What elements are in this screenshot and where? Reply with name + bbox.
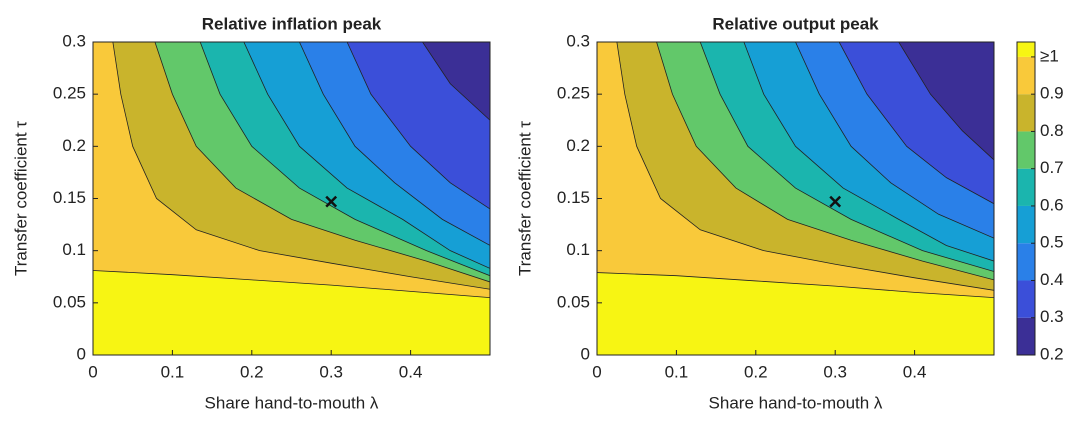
colorbar-tick-label: 0.2 bbox=[1040, 344, 1064, 363]
x-tick-label: 0.2 bbox=[744, 362, 768, 381]
y-axis-label: Transfer coefficient τ bbox=[515, 121, 534, 276]
y-tick-label: 0.05 bbox=[557, 292, 590, 311]
colorbar-band bbox=[1017, 317, 1035, 355]
contour-line bbox=[699, 42, 994, 272]
colorbar-band bbox=[1017, 42, 1035, 57]
colorbar-band bbox=[1017, 56, 1035, 95]
colorbar-band bbox=[1017, 243, 1035, 281]
colorbar-tick-label: 0.9 bbox=[1040, 84, 1064, 103]
y-tick-label: 0.15 bbox=[557, 188, 590, 207]
y-tick-label: 0.05 bbox=[53, 292, 86, 311]
y-tick-label: 0.1 bbox=[566, 240, 590, 259]
colorbar-tick-label: 0.7 bbox=[1040, 158, 1064, 177]
marker bbox=[829, 195, 842, 208]
contour-line bbox=[199, 42, 490, 277]
y-tick-label: 0.3 bbox=[62, 31, 86, 50]
y-tick-label: 0.15 bbox=[53, 188, 86, 207]
contour-line bbox=[422, 42, 490, 121]
y-tick-label: 0.2 bbox=[62, 136, 86, 155]
contour-line bbox=[743, 42, 994, 262]
contour-line bbox=[93, 270, 490, 299]
colorbar-tick-label: 0.6 bbox=[1040, 195, 1064, 214]
y-tick-label: 0.25 bbox=[53, 84, 86, 103]
x-tick-label: 0.3 bbox=[319, 362, 343, 381]
colorbar-band bbox=[1017, 131, 1035, 169]
y-axis-label: Transfer coefficient τ bbox=[11, 121, 30, 276]
plot-area bbox=[93, 42, 490, 355]
y-tick-label: 0.25 bbox=[557, 84, 590, 103]
contour-line bbox=[299, 42, 490, 246]
colorbar-tick-label: 0.5 bbox=[1040, 233, 1064, 252]
colorbar-band bbox=[1017, 205, 1035, 244]
x-tick-label: 0 bbox=[592, 362, 601, 381]
plot-area bbox=[597, 42, 994, 355]
x-axis-label: Share hand-to-mouth λ bbox=[205, 393, 379, 412]
y-tick-label: 0.2 bbox=[566, 136, 590, 155]
x-tick-label: 0.1 bbox=[665, 362, 689, 381]
colorbar-band bbox=[1017, 168, 1035, 206]
x-tick-label: 0.1 bbox=[161, 362, 185, 381]
x-axis-label: Share hand-to-mouth λ bbox=[709, 393, 883, 412]
contour-line bbox=[154, 42, 490, 283]
y-tick-label: 0 bbox=[77, 344, 86, 363]
marker bbox=[325, 195, 338, 208]
contour-line bbox=[795, 42, 994, 239]
contour-line bbox=[898, 42, 994, 161]
x-tick-label: 0 bbox=[88, 362, 97, 381]
colorbar-band bbox=[1017, 94, 1035, 132]
contour-line bbox=[346, 42, 490, 210]
x-tick-label: 0.3 bbox=[823, 362, 847, 381]
chart-title: Relative inflation peak bbox=[202, 14, 382, 33]
colorbar-tick-label: 0.3 bbox=[1040, 307, 1064, 326]
contour-line bbox=[597, 272, 994, 299]
contour-line bbox=[243, 42, 490, 269]
colorbar-band bbox=[1017, 280, 1035, 318]
colorbar-tick-label: 0.4 bbox=[1040, 270, 1064, 289]
colorbar-tick-label: ≥1 bbox=[1040, 46, 1059, 65]
y-tick-label: 0.1 bbox=[62, 240, 86, 259]
contour-line bbox=[616, 42, 994, 291]
colorbar-tick-label: 0.8 bbox=[1040, 121, 1064, 140]
x-tick-label: 0.2 bbox=[240, 362, 264, 381]
chart-title: Relative output peak bbox=[712, 14, 879, 33]
x-tick-label: 0.4 bbox=[399, 362, 423, 381]
y-tick-label: 0 bbox=[581, 344, 590, 363]
x-tick-label: 0.4 bbox=[903, 362, 927, 381]
contour-region bbox=[422, 42, 490, 121]
contour-line bbox=[112, 42, 490, 290]
colorbar-frame bbox=[1016, 41, 1036, 356]
contour-region bbox=[898, 42, 994, 160]
contour-line bbox=[656, 42, 994, 281]
y-tick-label: 0.3 bbox=[566, 31, 590, 50]
contour-line bbox=[838, 42, 994, 205]
